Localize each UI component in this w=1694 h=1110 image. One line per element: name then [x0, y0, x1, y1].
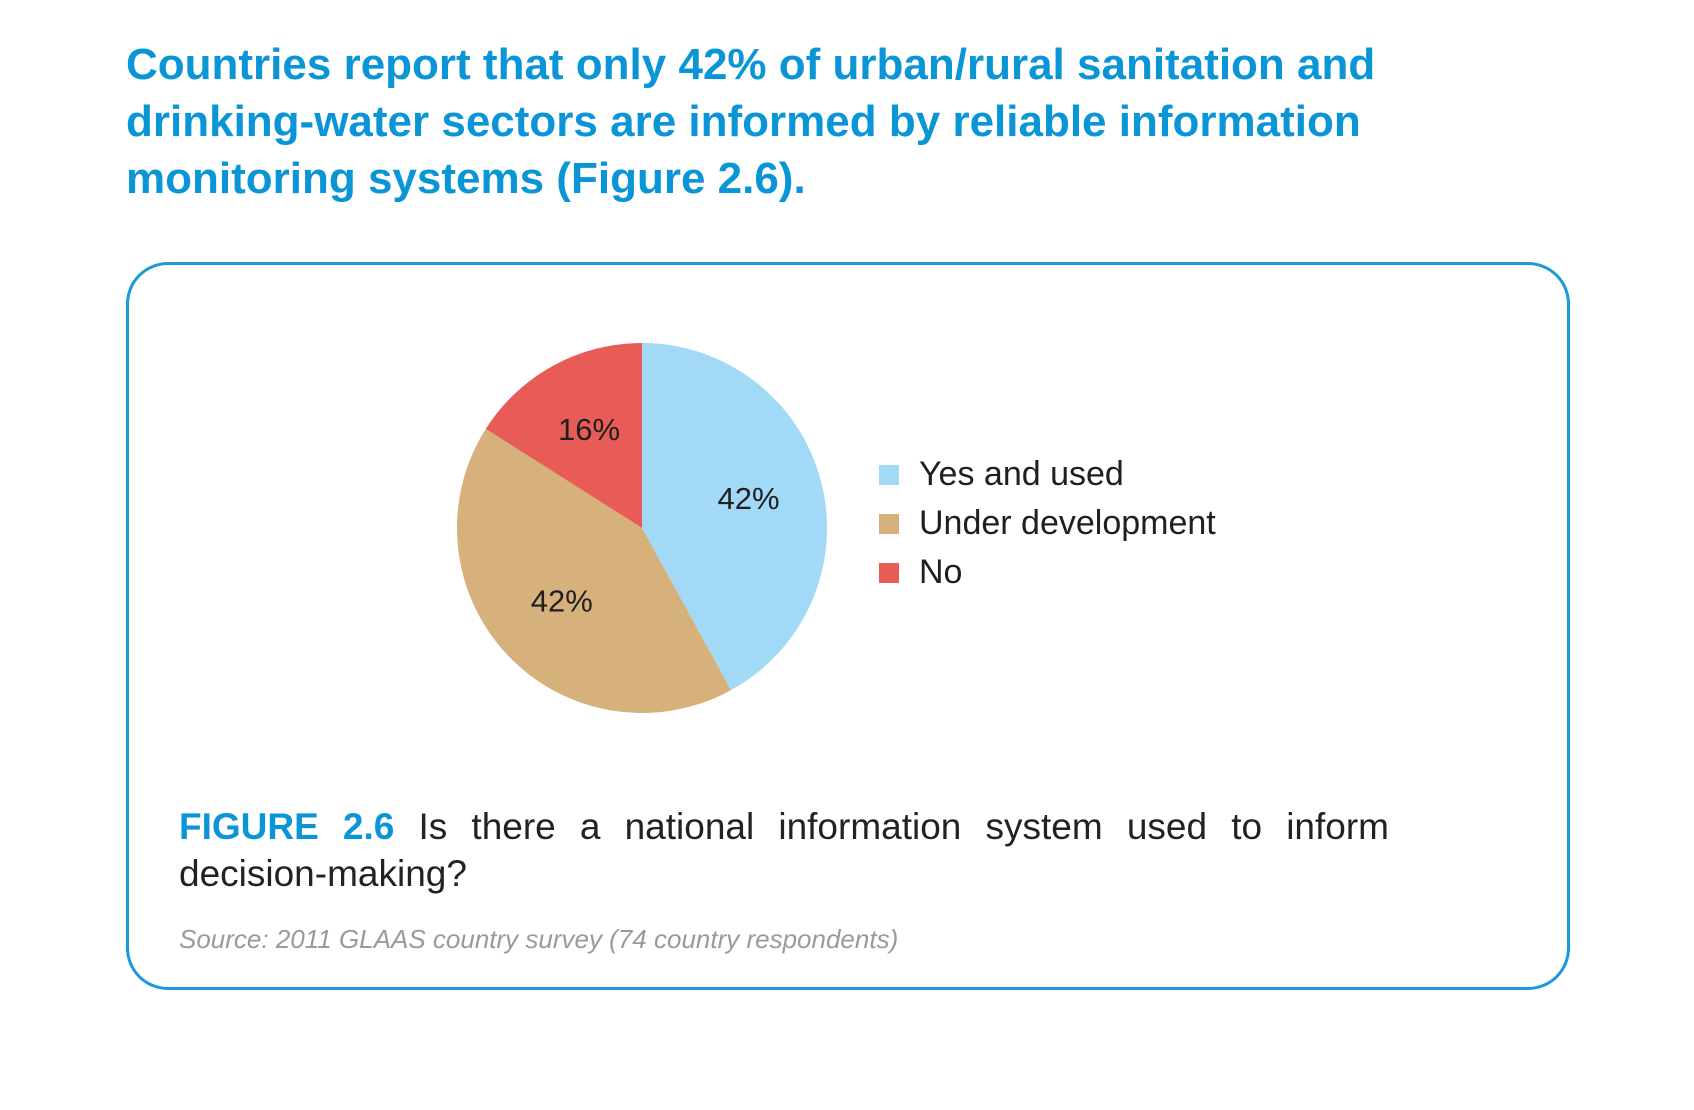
legend-item-under-development: Under development [879, 499, 1216, 548]
pie-slice-yes-and-used [642, 343, 827, 691]
pie-slice-no [485, 343, 642, 528]
chart-legend: Yes and used Under development No [879, 450, 1216, 597]
legend-swatch [879, 513, 899, 534]
figure-caption: FIGURE 2.6 Is there a national informati… [179, 803, 1389, 897]
figure-number: FIGURE 2.6 [179, 806, 395, 847]
slice-label-no: 16% [558, 412, 620, 447]
legend-item-yes-and-used: Yes and used [879, 450, 1216, 499]
headline: Countries report that only 42% of urban/… [126, 40, 1376, 203]
figure-caption-text: Is there a national information system u… [179, 806, 1389, 894]
figure-box: 42% 42% 16% Yes and used Under development N… [126, 262, 1570, 990]
legend-swatch [879, 464, 899, 485]
figure-source: Source: 2011 GLAAS country survey (74 co… [179, 924, 899, 954]
legend-label: Under development [919, 504, 1216, 542]
legend-label: No [919, 553, 963, 591]
pie-chart: 42% 42% 16% [457, 343, 827, 713]
slice-label-yes-and-used: 42% [718, 481, 780, 516]
slice-label-under-development: 42% [531, 583, 593, 618]
legend-label: Yes and used [919, 455, 1124, 493]
legend-swatch [879, 562, 899, 583]
legend-item-no: No [879, 548, 1216, 597]
pie-slice-under-development [457, 428, 732, 713]
